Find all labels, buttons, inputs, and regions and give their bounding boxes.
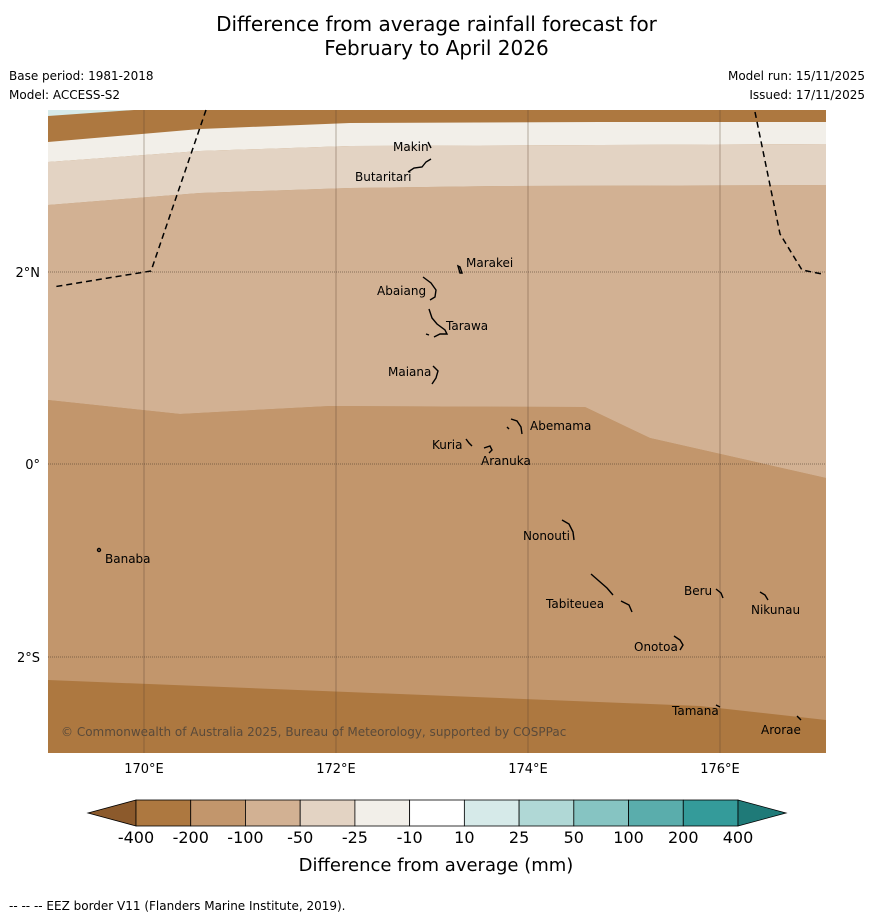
latitude-labels: 2°N 0° 2°S	[16, 266, 41, 666]
lat-label-2s: 2°S	[17, 651, 40, 666]
label-marakei: Marakei	[466, 256, 513, 270]
band-plus-10	[48, 110, 134, 116]
colorbar-extend-high	[737, 799, 788, 827]
label-maiana: Maiana	[388, 365, 431, 379]
island-tarawa-west	[425, 333, 430, 336]
island-aranuka	[483, 445, 493, 454]
model-run: Model run: 15/11/2025	[727, 69, 865, 83]
band-minus-100	[48, 400, 826, 720]
latitude-lines	[48, 271, 826, 658]
rainfall-bands	[48, 110, 826, 753]
colorbar-segment	[245, 799, 301, 827]
colorbar-tick-label: 200	[668, 828, 699, 847]
label-nikunau: Nikunau	[751, 603, 800, 617]
band-minus-50	[48, 185, 826, 478]
colorbar-segment	[299, 799, 356, 827]
label-nonouti: Nonouti	[523, 529, 570, 543]
label-makin: Makin	[393, 140, 429, 154]
band-minus-10	[48, 122, 826, 162]
lon-label-176e: 176°E	[700, 762, 740, 777]
island-kuria	[465, 438, 473, 447]
island-abaiang	[422, 276, 437, 301]
lon-label-172e: 172°E	[316, 762, 356, 777]
eez-footnote: -- -- -- EEZ border V11 (Flanders Marine…	[9, 899, 346, 913]
island-abemama-west	[506, 426, 510, 430]
island-tarawa	[428, 308, 449, 338]
island-marakei	[456, 264, 463, 274]
island-butaritari	[407, 158, 432, 173]
island-nikunau	[759, 591, 769, 601]
colorbar-segment	[463, 799, 520, 827]
label-kuria: Kuria	[432, 438, 463, 452]
title-line-1: Difference from average rainfall forecas…	[216, 12, 657, 36]
label-tabiteuea: Tabiteuea	[545, 597, 604, 611]
colorbar-segment	[682, 799, 739, 827]
issued-date: Issued: 17/11/2025	[749, 88, 865, 102]
label-tarawa: Tarawa	[445, 319, 488, 333]
graticule	[143, 110, 721, 753]
lon-label-170e: 170°E	[124, 762, 164, 777]
colorbar-segment	[518, 799, 575, 827]
island-tabiteuea-north	[590, 573, 614, 596]
label-beru: Beru	[684, 584, 712, 598]
island-banaba	[96, 547, 102, 553]
colorbar-segment	[409, 799, 465, 827]
colorbar-tick-label: -25	[342, 828, 368, 847]
islands	[96, 141, 802, 721]
label-onotoa: Onotoa	[634, 640, 678, 654]
label-butaritari: Butaritari	[355, 170, 412, 184]
title-line-2: February to April 2026	[324, 36, 549, 60]
colorbar-segment	[135, 799, 192, 827]
colorbar-segment	[190, 799, 246, 827]
colorbar-segment	[628, 799, 684, 827]
label-abemama: Abemama	[530, 419, 591, 433]
colorbar: -400 -200 -100 -50 -25 -10 10 25 50 100 200 400	[86, 799, 788, 847]
label-banaba: Banaba	[105, 552, 151, 566]
island-arorae	[796, 715, 802, 721]
lon-label-174e: 174°E	[508, 762, 548, 777]
eez-border-east	[754, 111, 823, 275]
colorbar-segment	[354, 799, 411, 827]
longitude-labels: 170°E 172°E 174°E 176°E	[124, 762, 740, 777]
label-abaiang: Abaiang	[377, 284, 426, 298]
island-makin	[427, 141, 432, 149]
base-period: Base period: 1981-2018	[9, 69, 154, 83]
lat-label-2n: 2°N	[16, 266, 41, 281]
meta-left: Base period: 1981-2018 Model: ACCESS-S2	[9, 67, 154, 105]
island-onotoa	[673, 635, 684, 651]
colorbar-tick-label: -200	[173, 828, 209, 847]
eez-borders	[52, 109, 823, 288]
colorbar-tick-label: 400	[723, 828, 754, 847]
island-nonouti	[561, 519, 575, 541]
lat-label-0: 0°	[25, 458, 40, 473]
island-maiana	[431, 365, 439, 385]
band-minus-25	[48, 144, 826, 205]
colorbar-tick-label: 25	[509, 828, 529, 847]
map-title: Difference from average rainfall forecas…	[0, 12, 873, 60]
island-beru	[715, 588, 724, 599]
colorbar-tick-label: -100	[227, 828, 263, 847]
label-tamana: Tamana	[671, 704, 719, 718]
label-aranuka: Aranuka	[481, 454, 531, 468]
colorbar-segment	[573, 799, 629, 827]
colorbar-tick-label: 50	[564, 828, 584, 847]
meta-right: Model run: 15/11/2025 Issued: 17/11/2025	[728, 67, 865, 105]
island-tamana	[715, 704, 721, 708]
island-abemama	[510, 418, 523, 435]
model-name: Model: ACCESS-S2	[9, 88, 121, 102]
colorbar-extend-low	[86, 799, 137, 827]
place-labels: Makin Butaritari Marakei Abaiang Tarawa …	[105, 140, 801, 737]
colorbar-tick-label: 10	[454, 828, 474, 847]
colorbar-tick-label: 100	[613, 828, 644, 847]
label-arorae: Arorae	[761, 723, 801, 737]
colorbar-title: Difference from average (mm)	[299, 855, 574, 876]
eez-border-west	[52, 109, 207, 288]
colorbar-tick-label: -50	[287, 828, 313, 847]
colorbar-tick-label: -400	[118, 828, 154, 847]
copyright-notice: © Commonwealth of Australia 2025, Bureau…	[61, 725, 566, 739]
colorbar-tick-label: -10	[397, 828, 423, 847]
island-tabiteuea-south	[620, 600, 633, 613]
